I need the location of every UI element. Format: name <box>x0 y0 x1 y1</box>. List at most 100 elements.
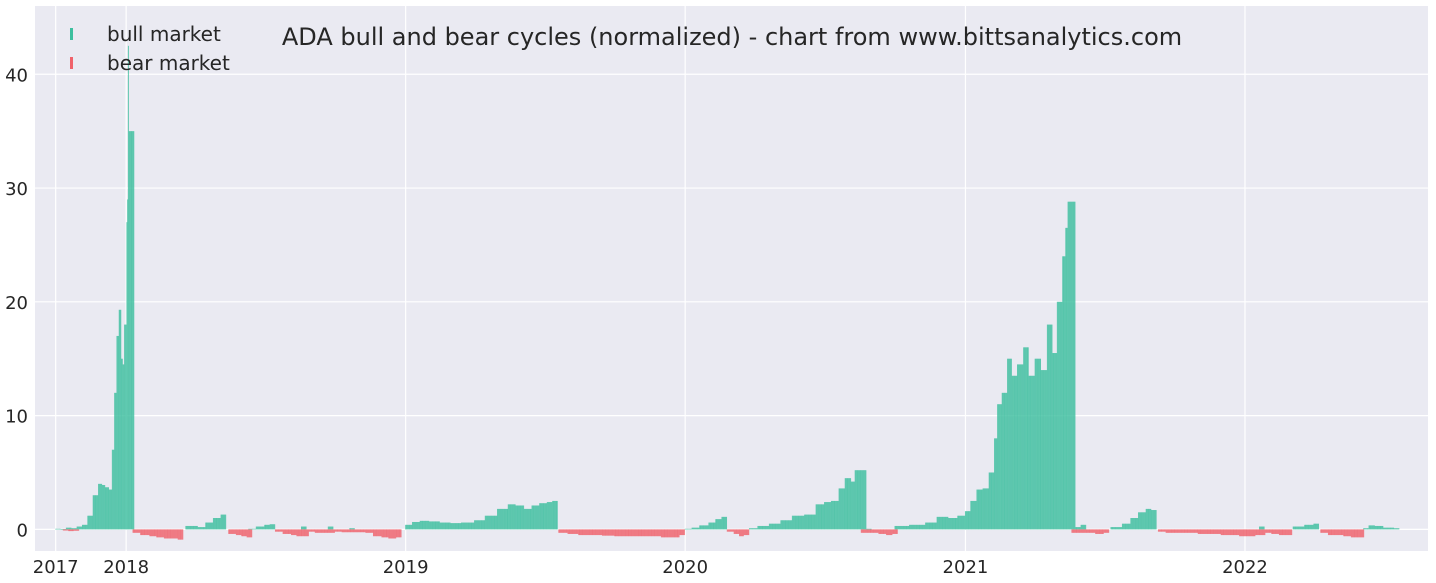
bear-bar <box>569 529 571 534</box>
bull-bar <box>934 522 936 530</box>
bear-bar <box>672 529 674 538</box>
bear-bar <box>71 529 73 532</box>
bear-bar <box>248 529 250 538</box>
bear-bar <box>1273 529 1275 534</box>
bear-bar <box>1210 529 1212 534</box>
bear-bar <box>1276 529 1278 534</box>
bull-bar <box>708 522 710 530</box>
bull-bar <box>1134 518 1136 530</box>
bull-bar <box>1020 364 1022 530</box>
bear-bar <box>577 529 579 534</box>
bear-bar <box>612 529 614 536</box>
bull-bar <box>327 526 329 530</box>
bear-bar <box>559 529 561 533</box>
bull-bar <box>706 525 708 530</box>
bear-bar <box>77 529 79 531</box>
bull-bar <box>464 522 466 530</box>
bull-bar <box>1259 526 1261 530</box>
bull-bar <box>766 525 768 530</box>
bull-bar <box>417 521 419 530</box>
bull-bar <box>485 515 487 530</box>
bull-bar <box>1072 201 1074 530</box>
bear-bar <box>315 529 317 533</box>
bull-bar <box>845 478 847 530</box>
bull-bar <box>1029 375 1031 530</box>
bear-bar <box>164 529 166 539</box>
bull-bar <box>685 528 687 530</box>
bull-bar <box>59 528 61 530</box>
bear-bar <box>1353 529 1355 538</box>
bear-bar <box>1200 529 1202 534</box>
bull-bar <box>722 516 724 530</box>
bull-bar <box>1142 512 1144 530</box>
bear-bar <box>671 529 673 538</box>
bear-bar <box>885 529 887 534</box>
bull-bar <box>705 525 707 530</box>
bear-bar <box>1169 529 1171 533</box>
bull-bar <box>519 505 521 530</box>
bear-bar <box>562 529 564 533</box>
bull-bar <box>866 528 868 530</box>
bull-bar <box>1067 201 1069 530</box>
bear-bar <box>1074 529 1076 533</box>
bear-bar <box>1087 529 1089 533</box>
bull-bar <box>301 526 303 530</box>
bull-bar <box>495 515 497 530</box>
bull-bar <box>500 508 502 530</box>
bear-bar <box>1239 529 1241 537</box>
bull-bar <box>191 525 193 530</box>
bull-bar <box>777 523 779 530</box>
bull-bar <box>961 515 963 530</box>
bear-bar <box>275 529 277 532</box>
bear-bar <box>246 529 248 538</box>
bull-bar <box>487 515 489 530</box>
bear-bar <box>1226 529 1228 536</box>
bull-bar <box>94 495 96 530</box>
bear-bar <box>1272 529 1274 534</box>
bull-bar <box>964 515 966 530</box>
bull-bar <box>971 500 973 530</box>
bull-bar <box>273 524 275 530</box>
bull-bar <box>815 504 817 530</box>
bull-bar <box>770 523 772 530</box>
bull-bar <box>332 526 334 530</box>
bear-bar <box>1221 529 1223 536</box>
bull-bar <box>330 526 332 530</box>
bear-bar <box>346 529 348 533</box>
bull-bar <box>1295 526 1297 530</box>
bear-bar <box>896 529 898 534</box>
bull-bar <box>471 522 473 530</box>
bull-bar <box>79 526 81 530</box>
bear-bar <box>397 529 399 538</box>
bull-bar <box>219 518 221 530</box>
bull-bar <box>951 518 953 530</box>
bull-bar <box>992 472 994 530</box>
bear-bar <box>1249 529 1251 537</box>
bear-bar <box>1174 529 1176 533</box>
bull-bar <box>824 502 826 530</box>
bull-bar <box>492 515 494 530</box>
bull-bar <box>120 309 122 530</box>
bear-bar <box>384 529 386 538</box>
bull-bar <box>1073 201 1075 530</box>
bull-bar <box>899 525 901 530</box>
bear-bar <box>173 529 175 539</box>
bear-bar <box>314 529 316 533</box>
bull-bar <box>807 514 809 530</box>
bull-bar <box>1380 525 1382 530</box>
bear-bar <box>1328 529 1330 536</box>
bull-bar <box>103 485 105 530</box>
bull-bar <box>963 515 965 530</box>
bull-bar <box>854 470 856 530</box>
bull-bar <box>1078 527 1080 530</box>
bull-bar <box>837 500 839 530</box>
bull-bar <box>1021 364 1023 530</box>
bull-bar <box>263 526 265 530</box>
bear-bar <box>1255 529 1257 536</box>
bull-bar <box>351 528 353 530</box>
bull-bar <box>931 522 933 530</box>
bear-bar <box>1224 529 1226 536</box>
bear-bar <box>181 529 183 540</box>
bull-bar <box>112 449 114 530</box>
